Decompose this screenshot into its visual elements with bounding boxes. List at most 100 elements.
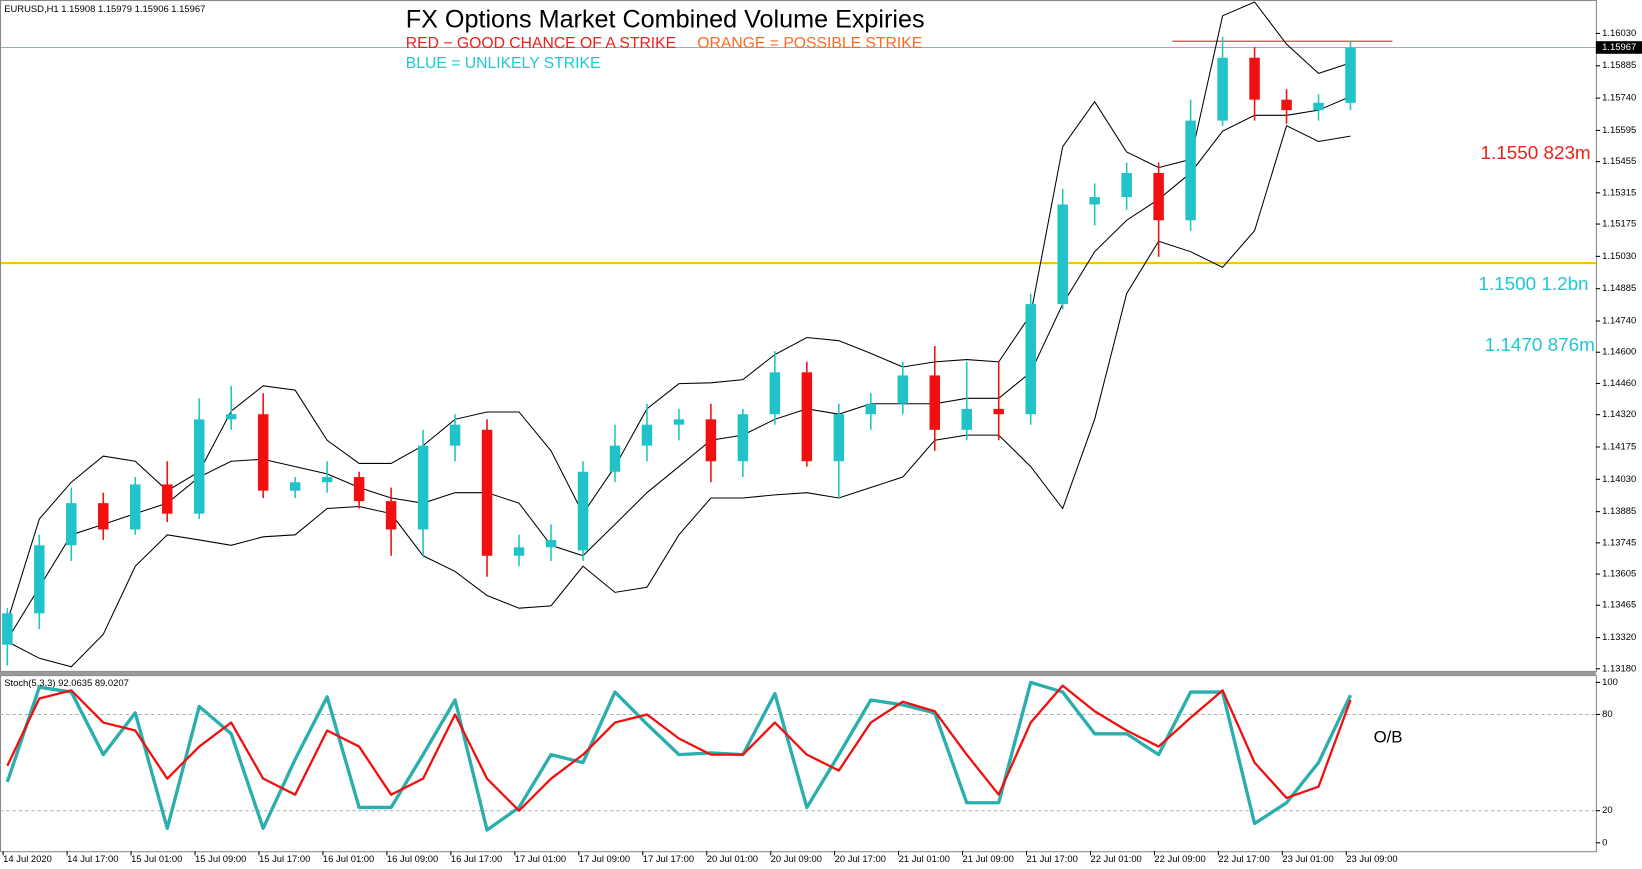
candle-body: [321, 477, 333, 483]
candle-body: [929, 375, 941, 430]
candle-body: [577, 471, 589, 551]
candle-body: [417, 445, 429, 530]
x-tick-label: 22 Jul 01:00: [1090, 853, 1141, 864]
x-tick-label: 17 Jul 09:00: [579, 853, 630, 864]
stochastic-line: [5, 680, 1353, 832]
candle-body: [193, 419, 205, 514]
osc-y-tick-label: 0: [1602, 836, 1607, 847]
overbought-note: O/B: [1374, 727, 1403, 746]
x-tick-label: 22 Jul 17:00: [1218, 853, 1269, 864]
annotation: 1.1470 876m: [1485, 334, 1595, 355]
candle-body: [673, 419, 685, 425]
chart-title: FX Options Market Combined Volume Expiri…: [406, 6, 925, 34]
oscillator-label: Stoch(5,3,3) 92.0635 89.0207: [4, 677, 129, 688]
candle-body: [98, 503, 109, 530]
candle-body: [833, 414, 845, 462]
x-tick-label: 16 Jul 01:00: [323, 853, 374, 864]
candle-body: [1345, 47, 1356, 103]
current-price-box: [1595, 41, 1642, 54]
y-tick-label: 1.13745: [1602, 536, 1636, 547]
candle-body: [1089, 197, 1100, 205]
candle-body: [865, 403, 877, 415]
x-tick-label: 20 Jul 17:00: [835, 853, 886, 864]
x-tick-label: 20 Jul 09:00: [771, 853, 822, 864]
y-tick-label: 1.15315: [1602, 186, 1636, 197]
annotation: 1.1500 1.2bn: [1478, 273, 1588, 294]
annotation: 1.1550 823m: [1481, 142, 1591, 163]
y-tick-label: 1.14175: [1602, 440, 1636, 451]
candle-body: [737, 414, 749, 462]
candle-body: [130, 484, 141, 530]
candle-body: [289, 482, 301, 491]
candle-body: [1313, 102, 1324, 111]
y-tick-label: 1.13465: [1602, 599, 1636, 610]
oscillator-pane-frame: [0, 675, 1597, 853]
x-tick-label: 21 Jul 09:00: [963, 853, 1014, 864]
candle-body: [1217, 57, 1228, 121]
candle-body: [609, 445, 621, 472]
y-tick-label: 1.13180: [1602, 662, 1636, 673]
annotation: BLUE = UNLIKELY STRIKE: [406, 55, 601, 72]
current-price-label: 1.15967: [1602, 41, 1636, 52]
candle-body: [545, 539, 557, 548]
y-tick-label: 1.15740: [1602, 92, 1636, 103]
annotation: RED − GOOD CHANCE OF A STRIKE: [406, 35, 676, 52]
candle-body: [1185, 120, 1196, 221]
y-tick-label: 1.13605: [1602, 568, 1636, 579]
y-tick-label: 1.14740: [1602, 315, 1636, 326]
y-tick-label: 1.14600: [1602, 346, 1636, 357]
stochastic-line: [6, 684, 1352, 812]
candle-body: [641, 424, 653, 446]
x-tick-label: 22 Jul 09:00: [1154, 853, 1205, 864]
x-tick-label: 16 Jul 17:00: [451, 853, 502, 864]
symbol-header: EURUSD,H1 1.15908 1.15979 1.15906 1.1596…: [4, 3, 205, 14]
y-tick-label: 1.15885: [1602, 59, 1636, 70]
y-tick-label: 1.14030: [1602, 473, 1636, 484]
y-tick-label: 1.15595: [1602, 124, 1636, 135]
x-tick-label: 23 Jul 01:00: [1282, 853, 1333, 864]
candle-body: [34, 545, 45, 614]
x-tick-label: 21 Jul 01:00: [899, 853, 950, 864]
osc-y-tick-label: 100: [1602, 676, 1618, 687]
y-tick-label: 1.14460: [1602, 377, 1636, 388]
candle-body: [1121, 172, 1132, 198]
candle-body: [1249, 57, 1260, 100]
candle-body: [481, 429, 493, 556]
y-tick-label: 1.15030: [1602, 250, 1636, 261]
y-tick-label: 1.16030: [1602, 27, 1636, 38]
x-tick-label: 15 Jul 17:00: [259, 853, 310, 864]
candle-body: [161, 484, 173, 514]
annotation: ORANGE = POSSIBLE STRIKE: [697, 35, 922, 52]
x-tick-label: 14 Jul 17:00: [67, 853, 118, 864]
candle-body: [449, 424, 461, 446]
y-tick-label: 1.14320: [1602, 408, 1636, 419]
candle-body: [961, 408, 972, 430]
x-tick-label: 16 Jul 09:00: [387, 853, 438, 864]
candle-body: [513, 547, 525, 556]
y-tick-label: 1.13320: [1602, 631, 1636, 642]
candle-body: [353, 477, 365, 502]
bollinger-band: [6, 96, 1351, 640]
candle-body: [225, 414, 237, 420]
candle-body: [705, 419, 717, 462]
osc-y-tick-label: 80: [1602, 708, 1612, 719]
price-pane-frame: [0, 0, 1597, 672]
candle-body: [385, 501, 397, 530]
pane-separator: [0, 671, 1596, 676]
y-tick-label: 1.14885: [1602, 282, 1636, 293]
candle-body: [993, 408, 1004, 415]
candle-body: [801, 372, 813, 462]
candle-body: [66, 503, 77, 546]
candle-body: [897, 375, 909, 404]
candle-body: [2, 613, 13, 645]
x-tick-label: 23 Jul 09:00: [1346, 853, 1397, 864]
x-tick-label: 20 Jul 01:00: [707, 853, 758, 864]
x-tick-label: 15 Jul 09:00: [195, 853, 246, 864]
x-tick-label: 15 Jul 01:00: [131, 853, 182, 864]
y-tick-label: 1.15455: [1602, 155, 1636, 166]
x-tick-label: 14 Jul 2020: [3, 853, 52, 864]
candle-body: [1025, 304, 1036, 415]
x-tick-label: 17 Jul 01:00: [515, 853, 566, 864]
